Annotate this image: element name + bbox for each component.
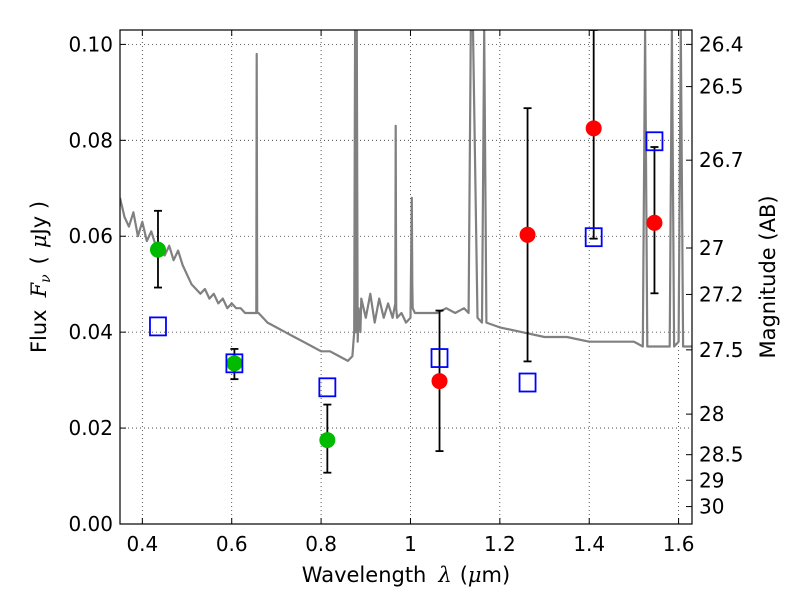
x-tick-label: 0.4	[126, 532, 158, 556]
x-tick-label: 1.6	[663, 532, 695, 556]
open-square-marker	[149, 316, 167, 337]
spectrum-line	[120, 30, 692, 362]
y2-tick-label: 27.2	[699, 282, 744, 306]
grid	[120, 30, 692, 525]
open-square-marker	[318, 377, 337, 398]
y2-tick-label: 28	[699, 402, 724, 426]
x-tick-label: 1	[404, 532, 417, 556]
y-tick-label: 0.08	[68, 128, 113, 152]
open-square-marker	[645, 131, 664, 152]
x-tick-label: 1.4	[573, 532, 605, 556]
y2-tick-label: 29	[699, 468, 724, 492]
open-square-marker	[518, 372, 537, 393]
y2-tick-label: 30	[699, 495, 724, 519]
y-tick-label: 0.00	[68, 512, 113, 536]
circle-marker	[149, 241, 166, 258]
plot-frame	[119, 29, 693, 525]
data-points	[149, 30, 664, 474]
model-spectrum	[120, 30, 692, 362]
y-tick-label: 0.06	[68, 224, 113, 248]
circle-marker	[519, 226, 536, 243]
y2-tick-label: 27	[699, 236, 724, 260]
y2-tick-label: 26.4	[699, 32, 744, 56]
open-square-marker	[584, 227, 603, 248]
x-tick-label: 0.8	[305, 532, 337, 556]
y2-tick-label: 26.7	[699, 148, 744, 172]
x-tick-label: 1.2	[484, 532, 516, 556]
open-square-marker	[430, 348, 449, 368]
x-tick-label: 0.6	[216, 532, 248, 556]
y2-tick-label: 28.5	[699, 443, 744, 467]
y-tick-label: 0.10	[68, 32, 113, 56]
y2-axis-label: Magnitude (AB)	[756, 195, 780, 358]
circle-marker	[319, 432, 336, 449]
y2-tick-label: 26.5	[699, 75, 744, 99]
y-tick-label: 0.02	[68, 416, 113, 440]
circle-marker	[585, 120, 602, 137]
y-axis-label: FluxFν(μJy )	[27, 201, 54, 353]
open-square-marker	[225, 353, 244, 374]
y-tick-label: 0.04	[68, 320, 113, 344]
x-axis-label: Wavelength λ (μm)	[302, 563, 510, 587]
circle-marker	[226, 355, 243, 372]
circle-marker	[646, 214, 663, 231]
circle-marker	[431, 373, 448, 390]
y2-tick-label: 27.5	[699, 338, 744, 362]
ticks: 0.4 0.6 0.8 1 1.2 1.4 1.6 0.00 0.02 0.04 0.06 0.08 0…	[68, 30, 744, 556]
